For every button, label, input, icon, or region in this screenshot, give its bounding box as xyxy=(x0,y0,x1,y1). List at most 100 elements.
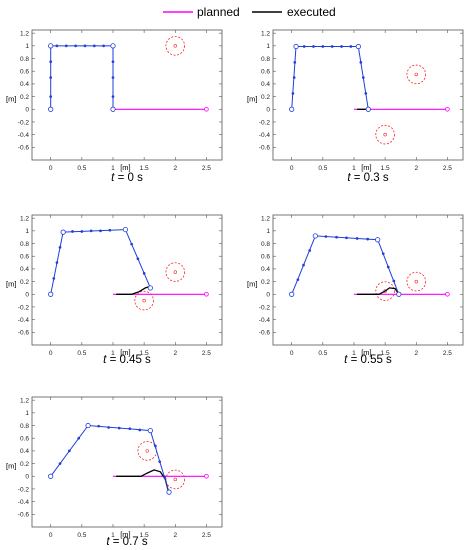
obstacle-circle xyxy=(134,290,154,311)
arm-point xyxy=(111,60,115,64)
y-tick-label: 0.2 xyxy=(20,461,29,468)
y-tick-label: 1 xyxy=(25,410,29,417)
y-tick-label: -0.2 xyxy=(259,304,271,311)
panels: 1.2 1 0.8 0.6 0.4 0.2 0 -0.2 -0.4 -0.6 0 0.5 1 1.5 2 2.… xyxy=(6,29,464,548)
arm-point xyxy=(55,44,59,48)
planned-goal-marker xyxy=(445,106,450,112)
x-tick-label: 1.5 xyxy=(140,350,149,357)
y-tick-label: 1 xyxy=(266,43,270,50)
obstacle-center xyxy=(173,477,177,482)
arm-point xyxy=(321,45,325,48)
arm-point xyxy=(49,95,53,98)
x-axis-label: [m] xyxy=(361,163,371,172)
arm-point xyxy=(292,76,296,79)
arm-point xyxy=(335,235,338,239)
planned-goal-marker xyxy=(204,473,209,479)
plot-area xyxy=(31,396,223,528)
obstacle-center xyxy=(173,44,177,48)
x-tick-label: 0.5 xyxy=(77,350,86,357)
arm-point xyxy=(308,249,312,252)
caption-time-symbol: t xyxy=(347,172,351,184)
caption-time-value: = 0 s xyxy=(114,172,143,184)
x-tick-label: 2.5 xyxy=(202,532,211,539)
arm-point xyxy=(99,229,102,233)
arm-point xyxy=(92,44,96,48)
x-tick-label: 1.5 xyxy=(140,532,149,539)
y-tick-label: 0.2 xyxy=(261,94,270,101)
obstacle-center xyxy=(173,270,177,274)
y-tick-label: -0.2 xyxy=(259,119,271,126)
executed-path xyxy=(116,286,150,295)
x-tick-label: 1 xyxy=(352,350,356,357)
y-axis-label: [m] xyxy=(6,95,16,104)
arm-point xyxy=(361,76,365,79)
x-tick-label: 1 xyxy=(352,165,356,172)
legend-executed-label: executed xyxy=(287,5,336,19)
arm-point xyxy=(324,235,328,238)
arm-joint xyxy=(60,229,66,235)
y-tick-label: 0 xyxy=(25,474,29,481)
arm-point xyxy=(117,426,121,430)
arm-point xyxy=(49,60,53,64)
x-tick-label: 1.5 xyxy=(381,350,390,357)
y-tick-label: 0.2 xyxy=(261,279,270,286)
y-tick-label: 0.4 xyxy=(20,448,29,455)
y-tick-label: 0.8 xyxy=(20,241,29,248)
arm-point xyxy=(58,462,62,465)
arm-point xyxy=(163,475,167,479)
y-tick-label: -0.2 xyxy=(18,119,30,126)
y-tick-label: 0.6 xyxy=(20,69,29,76)
arm-point xyxy=(49,76,53,79)
y-tick-label: -0.6 xyxy=(18,145,30,152)
y-axis-label: [m] xyxy=(6,280,16,289)
y-tick-label: 0.6 xyxy=(20,436,29,443)
arm-point xyxy=(366,237,370,241)
y-tick-label: -0.6 xyxy=(259,330,271,337)
arm-point xyxy=(111,95,115,98)
y-tick-label: 0.8 xyxy=(261,241,270,248)
caption-time-value: = 0.3 s xyxy=(351,172,389,184)
arm-joint xyxy=(147,285,153,291)
planned-goal-marker xyxy=(204,106,209,112)
legend-planned-label: planned xyxy=(197,5,240,19)
arm-point xyxy=(293,60,297,64)
y-tick-label: 1 xyxy=(266,228,270,235)
arm-point xyxy=(52,277,56,280)
chart-panel-2: 1.2 1 0.8 0.6 0.4 0.2 0 -0.2 -0.4 -0.6 0 0.5 1 1.5 2 2.… xyxy=(247,29,464,184)
x-tick-label: 2 xyxy=(414,165,418,172)
arm-point xyxy=(102,44,105,48)
caption-time-symbol: t xyxy=(344,354,348,366)
x-tick-label: 2 xyxy=(173,532,177,539)
arm-point xyxy=(381,252,385,256)
y-tick-label: 0 xyxy=(266,107,270,114)
chart-panel-4: 1.2 1 0.8 0.6 0.4 0.2 0 -0.2 -0.4 -0.6 0 0.5 1 1.5 2 2.… xyxy=(247,214,464,366)
planned-goal-marker xyxy=(445,291,450,297)
y-tick-label: 0.8 xyxy=(20,423,29,430)
arm-point xyxy=(97,424,101,428)
x-tick-label: 2 xyxy=(414,350,418,357)
arm-point xyxy=(359,60,363,64)
arm-joint xyxy=(166,489,172,495)
y-tick-label: 1.2 xyxy=(20,397,29,404)
y-tick-label: -0.4 xyxy=(259,132,271,139)
obstacle-center xyxy=(142,298,146,303)
arm-point xyxy=(340,45,343,48)
y-tick-label: 0.4 xyxy=(261,81,270,88)
arm-point xyxy=(74,44,77,48)
y-tick-label: 0.8 xyxy=(20,56,29,63)
arm-joint xyxy=(289,106,295,112)
caption-time-symbol: t xyxy=(103,354,107,366)
caption-time-symbol: t xyxy=(111,172,115,184)
plot-area xyxy=(31,29,223,161)
y-tick-label: -0.4 xyxy=(18,132,30,139)
y-tick-label: 0.4 xyxy=(261,266,270,273)
arm-point xyxy=(142,271,146,275)
y-tick-label: 0 xyxy=(266,292,270,299)
x-tick-label: 0.5 xyxy=(77,165,86,172)
obstacle-circle xyxy=(165,262,186,282)
y-tick-label: 0.6 xyxy=(20,254,29,261)
y-tick-label: -0.6 xyxy=(18,330,30,337)
arm-point xyxy=(77,436,81,440)
x-axis-label: [m] xyxy=(120,163,130,172)
